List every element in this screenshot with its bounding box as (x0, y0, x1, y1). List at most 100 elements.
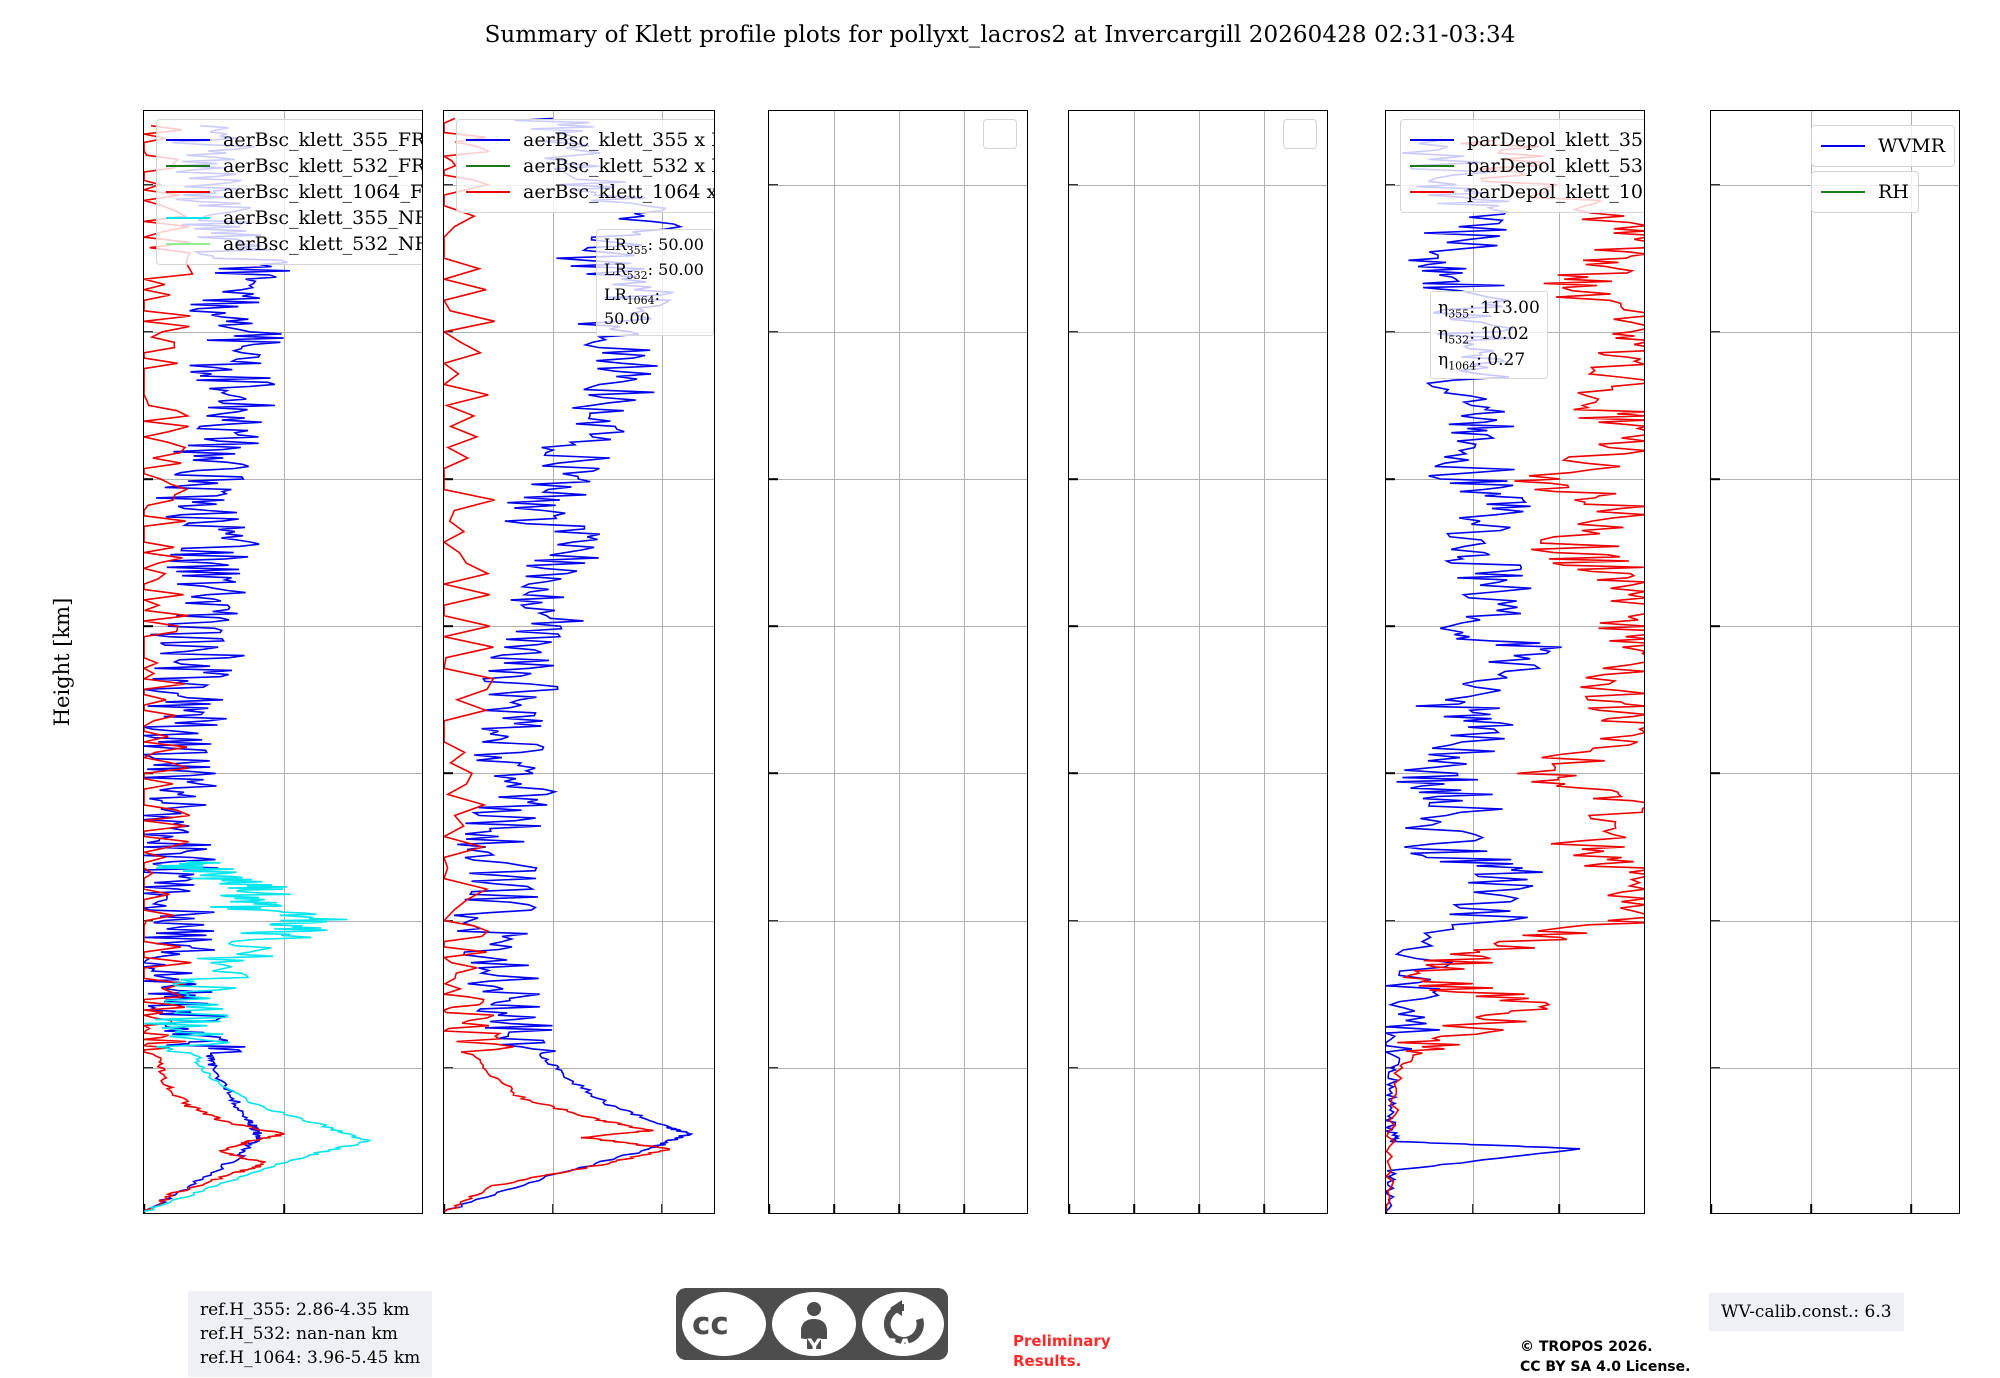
y-tick (1386, 772, 1395, 775)
y-tick (444, 478, 453, 480)
legend-item[interactable]: aerBsc_klett_355_NR (166, 205, 422, 231)
gridline-horizontal (1711, 331, 1959, 333)
gridline-horizontal (1069, 1067, 1327, 1069)
y-tick-outer (143, 625, 144, 627)
legend-item[interactable]: aerBsc_klett_532_FR (166, 153, 423, 179)
gridline-horizontal (1711, 773, 1959, 775)
legend-depol-ratio[interactable]: parDepol_klett_355_FR parDepol_klett_532_… (1400, 119, 1644, 213)
y-tick-outer (143, 331, 144, 333)
annotation-row: LR355: 50.00 (604, 234, 706, 259)
legend-item[interactable]: WVMR (1821, 133, 1945, 159)
y-tick (769, 1067, 778, 1069)
y-tick (144, 331, 153, 333)
legend-wvmr[interactable]: WVMR (1811, 125, 1956, 167)
legend-label: parDepol_klett_532_FR (1467, 155, 1644, 177)
y-tick-outer (143, 1067, 144, 1069)
gridline-vertical (1134, 111, 1135, 1213)
legend-item[interactable]: aerBsc_klett_532 x LR (466, 153, 714, 179)
gridline-horizontal (1711, 920, 1959, 922)
cc-circle-cc (682, 1292, 766, 1356)
x-tick (1198, 1204, 1200, 1213)
legend-item[interactable]: aerBsc_klett_1064_FR (166, 179, 422, 205)
y-tick (769, 478, 778, 480)
legend-extinction[interactable]: aerBsc_klett_355 x LR aerBsc_klett_532 x … (456, 119, 714, 213)
y-tick-outer (143, 184, 144, 186)
legend-item[interactable]: parDepol_klett_355_FR (1410, 127, 1644, 153)
gridline-horizontal (444, 773, 714, 775)
x-tick (1910, 1204, 1912, 1213)
legend-color-swatch (166, 217, 210, 219)
annotation-value: 50.00 (604, 309, 650, 329)
legend-placeholder-angstrom[interactable] (1283, 119, 1317, 149)
gridline-horizontal (1386, 773, 1644, 775)
panel-backscatter: 02468101214012Backsc. coeff. [Msr−1 m−1]… (143, 110, 423, 1214)
gridline-horizontal (769, 1067, 1027, 1069)
x-tick (1069, 1204, 1070, 1213)
annotation-symbol: LR355: (604, 235, 659, 258)
annotation-value: 10.02 (1480, 324, 1529, 344)
x-tick (963, 1204, 965, 1213)
preliminary-line: Preliminary (1013, 1332, 1111, 1350)
cc-label-by: BY (794, 1335, 822, 1357)
annotation-value: 113.00 (1480, 298, 1540, 318)
legend-item[interactable]: parDepol_klett_1064_FR (1410, 179, 1644, 205)
y-tick (444, 772, 453, 775)
legend-color-swatch (466, 165, 510, 167)
y-tick (444, 331, 453, 333)
annotation-symbol: LR532: (604, 259, 659, 282)
legend-item[interactable]: aerBsc_klett_355 x LR (466, 127, 714, 153)
annotation-row: LR532: 50.00 (604, 259, 706, 284)
gridline-horizontal (144, 773, 422, 775)
legend-item[interactable]: aerBsc_klett_532_NR (166, 231, 422, 257)
legend-item[interactable]: RH (1821, 179, 1909, 205)
y-tick (1069, 919, 1078, 922)
y-tick (1386, 478, 1395, 480)
y-tick (1069, 1067, 1078, 1069)
panel-lidar-ratio: 0255075100Lidar ratio [Sr] (768, 110, 1028, 1214)
gridline-horizontal (444, 920, 714, 922)
gridline-horizontal (1069, 626, 1327, 628)
gridline-horizontal (444, 331, 714, 333)
y-tick (444, 1067, 453, 1069)
reference-height-box: ref.H_355: 2.86-4.35 km ref.H_532: nan-na… (188, 1291, 433, 1378)
legend-label: aerBsc_klett_532_FR (223, 155, 423, 177)
legend-item[interactable]: parDepol_klett_532_FR (1410, 153, 1644, 179)
rh-top-tick (1773, 110, 1775, 111)
legend-color-swatch (166, 243, 210, 245)
preliminary-results-note: Preliminary Results. (1013, 1331, 1111, 1372)
reference-height-line: ref.H_1064: 3.96-5.45 km (200, 1348, 421, 1369)
y-tick (1711, 183, 1720, 186)
x-tick (660, 1204, 663, 1213)
series-aerBsc_klett_355_NR (144, 860, 373, 1213)
legend-wvmr-rh[interactable]: RH (1811, 171, 1919, 213)
y-tick (1069, 625, 1078, 627)
legend-color-swatch (1410, 191, 1454, 193)
legend-backscatter[interactable]: aerBsc_klett_355_FR aerBsc_klett_532_FR ae… (156, 119, 423, 265)
series-aerBsc_klett_355_FR (144, 124, 290, 1213)
gridline-horizontal (444, 1067, 714, 1069)
x-tick (1558, 1204, 1561, 1213)
rh-top-tick (1710, 110, 1712, 111)
series-parDepol_klett_1064_FR (1386, 139, 1644, 1212)
gridline-vertical (284, 111, 285, 1213)
legend-placeholder-lidar-ratio[interactable] (983, 119, 1017, 149)
y-tick (1386, 625, 1395, 627)
gridline-horizontal (1711, 479, 1959, 480)
y-tick (769, 772, 778, 775)
annotation-row: η355: 113.00 (1438, 296, 1540, 322)
gridline-horizontal (1069, 773, 1327, 775)
y-tick-outer (143, 773, 144, 775)
cc-license-logo: cc BY SA (676, 1288, 948, 1360)
legend-color-swatch (166, 191, 210, 193)
profile-curves-backscatter (144, 124, 373, 1213)
gridline-horizontal (144, 626, 422, 628)
legend-item[interactable]: aerBsc_klett_355_FR (166, 127, 422, 153)
plot-area-wvmr (1711, 111, 1959, 1213)
y-tick (769, 625, 778, 627)
gridline-vertical (1559, 111, 1561, 1213)
gridline-horizontal (769, 626, 1027, 628)
legend-item[interactable]: aerBsc_klett_1064 x LR (466, 179, 714, 205)
series-aerBsc_klett_1064 x LR (444, 117, 670, 1212)
gridline-horizontal (769, 920, 1027, 922)
x-tick (1810, 1204, 1812, 1213)
